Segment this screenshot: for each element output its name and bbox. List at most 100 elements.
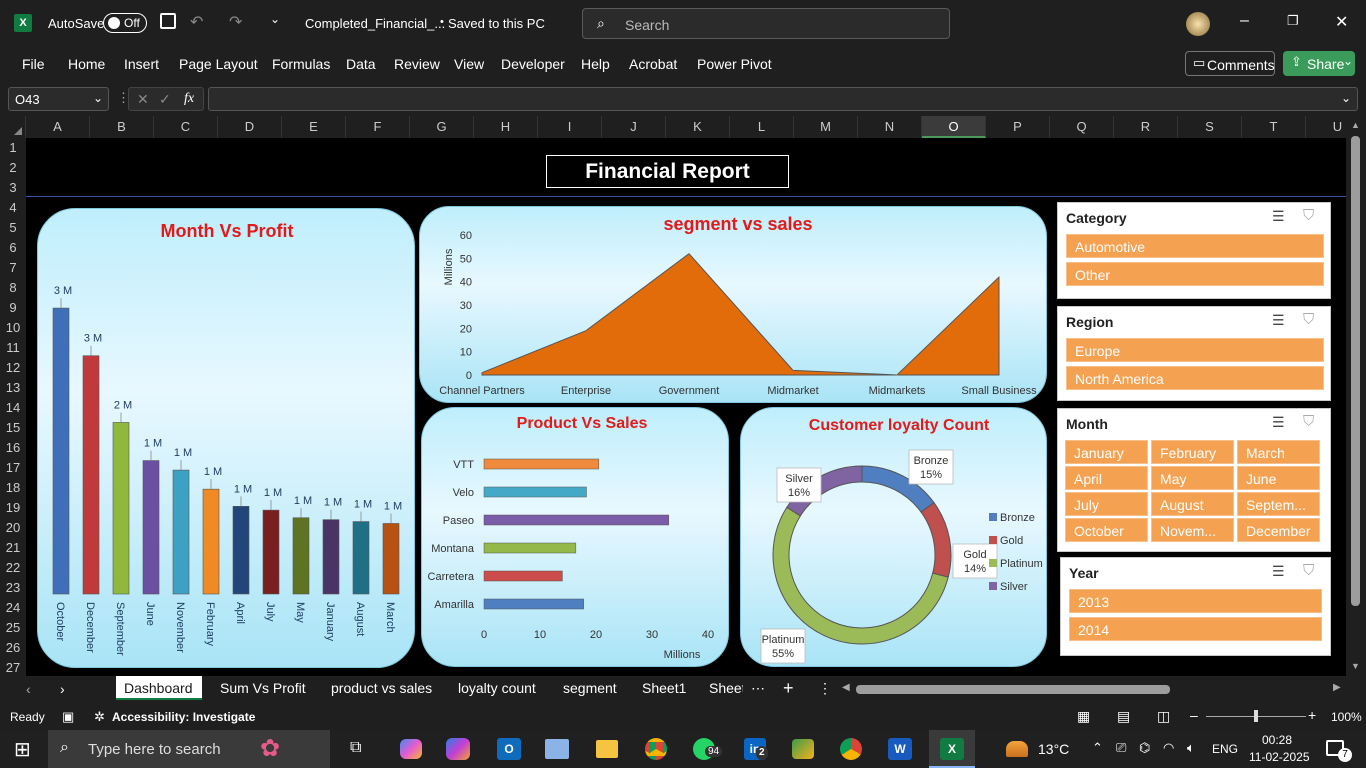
clear-filter-icon[interactable]: ⛉ bbox=[1303, 311, 1315, 328]
scroll-thumb[interactable] bbox=[1351, 136, 1360, 606]
expand-formula-icon[interactable]: ⌄ bbox=[1341, 91, 1352, 105]
bar-carretera[interactable] bbox=[483, 570, 563, 582]
slicer-item-month[interactable]: October bbox=[1065, 518, 1148, 542]
row-header[interactable]: 27 bbox=[5, 660, 21, 675]
clear-filter-icon[interactable]: ⛉ bbox=[1303, 207, 1315, 224]
slicer-item-automotive[interactable]: Automotive bbox=[1066, 234, 1324, 258]
month-slicer[interactable]: Month ☰ ⛉ January February March April May Ju… bbox=[1057, 408, 1331, 552]
row-header[interactable]: 25 bbox=[5, 620, 21, 635]
tab-developer[interactable]: Developer bbox=[501, 56, 565, 72]
zoom-level[interactable]: 100% bbox=[1331, 710, 1362, 724]
copilot-icon[interactable] bbox=[400, 739, 422, 759]
multi-select-icon[interactable]: ☰ bbox=[1272, 312, 1285, 328]
row-header[interactable]: 16 bbox=[5, 440, 21, 455]
tab-next-icon[interactable]: › bbox=[60, 681, 65, 697]
column-header-l[interactable]: L bbox=[730, 116, 794, 138]
video-app-icon[interactable] bbox=[792, 739, 814, 759]
tab-sheet[interactable]: Sheet bbox=[709, 680, 743, 696]
column-header-b[interactable]: B bbox=[90, 116, 154, 138]
row-header[interactable]: 10 bbox=[5, 320, 21, 335]
formula-input[interactable]: ⌄ bbox=[208, 87, 1358, 111]
row-header[interactable]: 20 bbox=[5, 520, 21, 535]
temperature[interactable]: 13°C bbox=[1038, 741, 1070, 757]
tab-power-pivot[interactable]: Power Pivot bbox=[697, 56, 772, 72]
column-header-r[interactable]: R bbox=[1114, 116, 1178, 138]
slicer-item-2014[interactable]: 2014 bbox=[1069, 617, 1322, 641]
bar-september[interactable] bbox=[112, 422, 130, 595]
tab-insert[interactable]: Insert bbox=[124, 56, 160, 72]
bar-paseo[interactable] bbox=[483, 514, 670, 526]
accessibility-icon[interactable]: ✲ bbox=[94, 709, 105, 724]
tab-options-icon[interactable]: ⋮ bbox=[818, 680, 832, 696]
windows-start-icon[interactable]: ⊞ bbox=[14, 739, 31, 761]
bar-montana[interactable] bbox=[483, 542, 577, 554]
slicer-item-month[interactable]: March bbox=[1237, 440, 1320, 464]
bar-april[interactable] bbox=[232, 506, 250, 595]
bar-march[interactable] bbox=[382, 523, 400, 595]
user-avatar[interactable] bbox=[1186, 12, 1210, 36]
row-header[interactable]: 6 bbox=[9, 240, 17, 255]
tab-loyalty-count[interactable]: loyalty count bbox=[458, 680, 536, 696]
zoom-in-icon[interactable]: + bbox=[1308, 707, 1317, 723]
bar-velo[interactable] bbox=[483, 486, 587, 498]
close-icon[interactable]: ✕ bbox=[1335, 14, 1349, 31]
row-header[interactable]: 14 bbox=[5, 400, 21, 415]
column-header-c[interactable]: C bbox=[154, 116, 218, 138]
clock-time[interactable]: 00:28 bbox=[1262, 733, 1293, 747]
slice-gold[interactable] bbox=[920, 501, 952, 578]
language[interactable]: ENG bbox=[1212, 742, 1239, 756]
row-header[interactable]: 4 bbox=[9, 200, 17, 215]
column-header-q[interactable]: Q bbox=[1050, 116, 1114, 138]
meet-icon[interactable]: ⎚ bbox=[1116, 740, 1127, 755]
multi-select-icon[interactable]: ☰ bbox=[1272, 563, 1285, 579]
bar-october[interactable] bbox=[52, 307, 70, 595]
customize-toolbar-icon[interactable]: ⌄ bbox=[270, 12, 281, 26]
linkedin-icon[interactable]: in 2 bbox=[744, 738, 768, 760]
slicer-item-europe[interactable]: Europe bbox=[1066, 338, 1324, 362]
clock-date[interactable]: 11-02-2025 bbox=[1249, 750, 1310, 764]
restore-icon[interactable]: ❐ bbox=[1287, 13, 1299, 28]
file-explorer-icon[interactable] bbox=[596, 740, 618, 758]
row-header[interactable]: 18 bbox=[5, 480, 21, 495]
column-header-j[interactable]: J bbox=[602, 116, 666, 138]
taskbar-search[interactable]: ⌕ Type here to search ✿ bbox=[48, 730, 330, 768]
area-series[interactable] bbox=[481, 252, 1000, 376]
name-box[interactable]: O43 ⌄ bbox=[8, 87, 109, 111]
normal-view-icon[interactable]: ▦ bbox=[1077, 708, 1091, 724]
m365-icon[interactable] bbox=[446, 738, 470, 760]
clear-filter-icon[interactable]: ⛉ bbox=[1303, 413, 1315, 430]
clear-filter-icon[interactable]: ⛉ bbox=[1303, 562, 1315, 579]
bar-vtt[interactable] bbox=[483, 458, 600, 470]
segment-vs-sales-chart[interactable]: segment vs sales 0 10 20 30 40 50 60 Millions Ch… bbox=[419, 206, 1047, 403]
customer-loyalty-chart[interactable]: Customer loyalty Count Bronze 15% Gold 14% P… bbox=[740, 407, 1047, 667]
redo-icon[interactable]: ↷ bbox=[229, 14, 243, 31]
tab-dashboard[interactable]: Dashboard bbox=[116, 676, 202, 700]
row-header[interactable]: 2 bbox=[9, 160, 17, 175]
task-view-icon[interactable]: ⧉ bbox=[350, 739, 362, 756]
tab-acrobat[interactable]: Acrobat bbox=[629, 56, 678, 72]
horizontal-scroll-thumb[interactable] bbox=[856, 685, 1170, 694]
column-header-n[interactable]: N bbox=[858, 116, 922, 138]
bar-amarilla[interactable] bbox=[483, 598, 584, 610]
comments-button[interactable]: ▭ Comments bbox=[1185, 51, 1275, 76]
excel-taskbar-icon[interactable]: X bbox=[929, 730, 975, 768]
tab-formulas[interactable]: Formulas bbox=[272, 56, 331, 72]
slicer-item-month[interactable]: December bbox=[1237, 518, 1320, 542]
scroll-up-icon[interactable]: ▲ bbox=[1351, 120, 1360, 130]
scroll-down-icon[interactable]: ▼ bbox=[1351, 661, 1360, 671]
tab-review[interactable]: Review bbox=[394, 56, 440, 72]
row-header[interactable]: 5 bbox=[9, 220, 17, 235]
slicer-item-other[interactable]: Other bbox=[1066, 262, 1324, 286]
remote-desktop-icon[interactable] bbox=[545, 739, 569, 759]
add-sheet-icon[interactable]: + bbox=[783, 678, 794, 698]
row-header[interactable]: 11 bbox=[6, 340, 20, 355]
tab-view[interactable]: View bbox=[454, 56, 485, 72]
multi-select-icon[interactable]: ☰ bbox=[1272, 208, 1285, 224]
select-all-corner[interactable] bbox=[0, 116, 26, 138]
multi-select-icon[interactable]: ☰ bbox=[1272, 414, 1285, 430]
accessibility-status[interactable]: Accessibility: Investigate bbox=[112, 710, 256, 724]
enter-icon[interactable]: ✓ bbox=[159, 91, 171, 107]
wifi-icon[interactable]: ◠ bbox=[1163, 740, 1175, 755]
slicer-item-month[interactable]: July bbox=[1065, 492, 1148, 516]
chrome-icon-2[interactable] bbox=[840, 738, 862, 760]
